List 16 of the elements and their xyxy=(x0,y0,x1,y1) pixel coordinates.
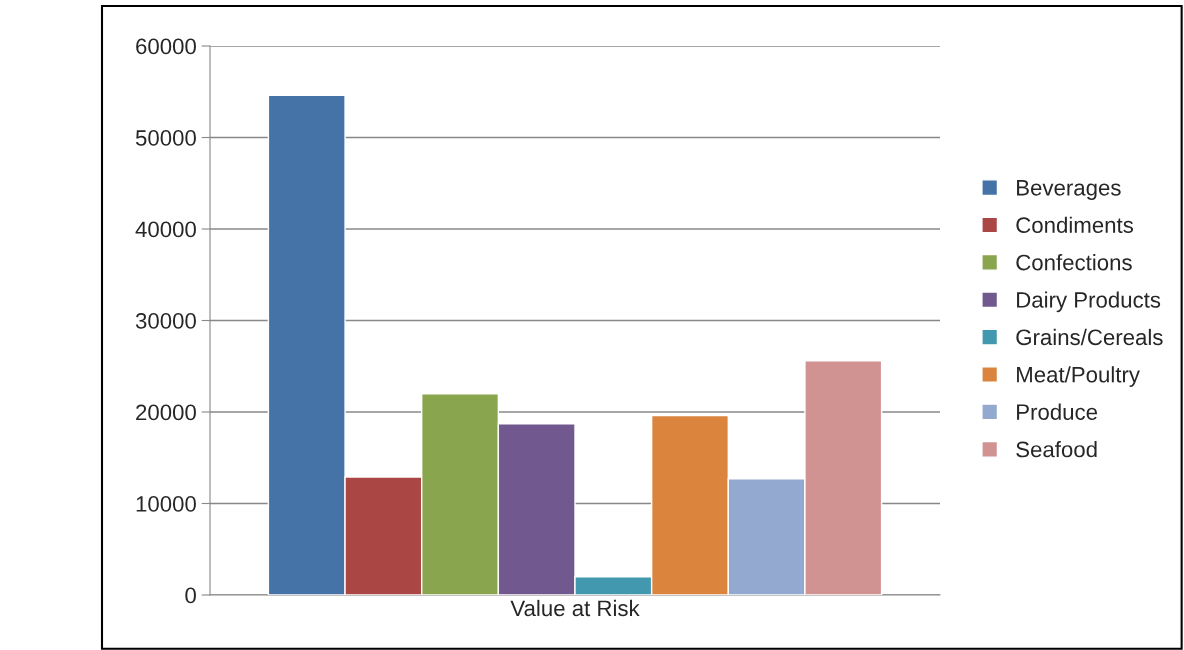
y-tick-label: 50000 xyxy=(135,130,196,146)
legend-label: Seafood xyxy=(1016,440,1097,458)
y-tick-label: 10000 xyxy=(136,496,196,512)
legend-label: Beverages xyxy=(1017,180,1121,201)
legend-label: Confections xyxy=(1016,254,1132,271)
legend-label: Produce xyxy=(1017,403,1098,420)
legend-label: Grains/Cereals xyxy=(1016,328,1163,346)
x-tick-label: Value at Risk xyxy=(510,599,640,617)
y-tick-label: 40000 xyxy=(135,221,196,238)
legend-label: Dairy Products xyxy=(1017,291,1161,313)
legend-label: Meat/Poultry xyxy=(1017,366,1140,387)
y-tick-label: 30000 xyxy=(135,313,196,329)
y-tick-label: 20000 xyxy=(136,404,196,421)
y-tick-label: 60000 xyxy=(136,38,196,55)
legend-label: Condiments xyxy=(1016,216,1134,234)
y-tick-label: 0 xyxy=(185,587,196,604)
